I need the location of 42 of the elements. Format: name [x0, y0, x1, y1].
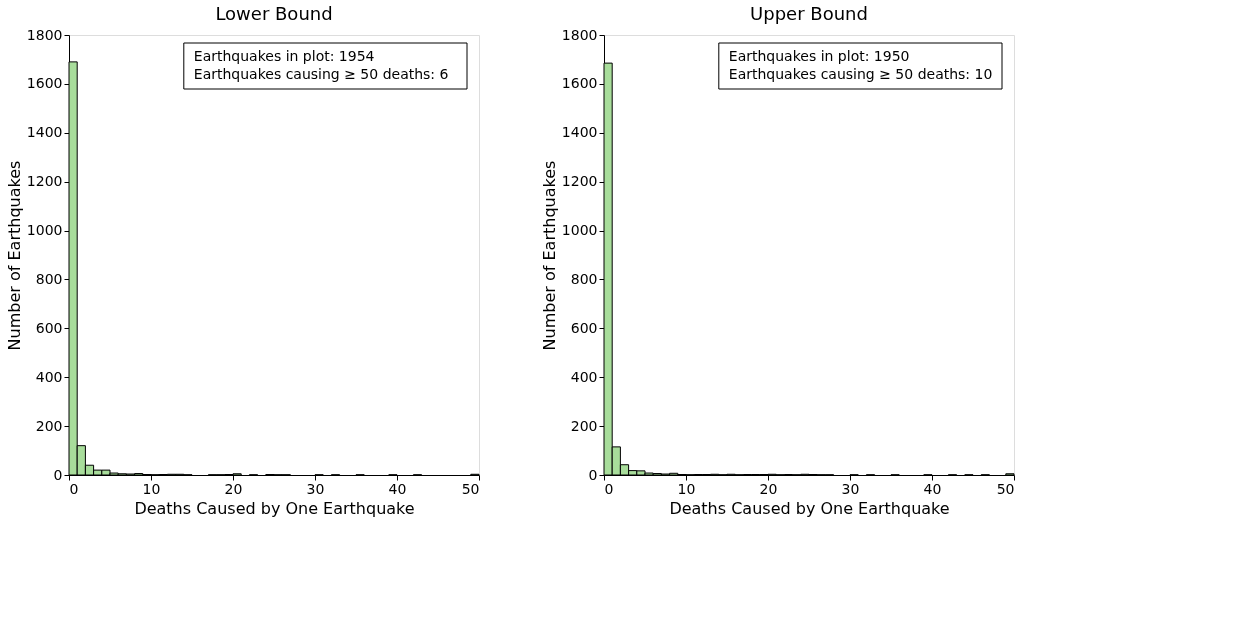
x-axis-title: Deaths Caused by One Earthquake [669, 498, 950, 518]
x-tick-label: 20 [224, 480, 243, 497]
x-tick-label: 0 [69, 480, 79, 497]
y-tick-label: 600 [35, 319, 63, 336]
y-tick-label: 400 [35, 368, 63, 385]
y-tick-label: 800 [35, 270, 63, 287]
x-tick-label: 30 [306, 480, 325, 497]
y-tick-label: 1800 [561, 26, 598, 43]
x-tick-label: 30 [841, 480, 860, 497]
x-tick-label: 20 [759, 480, 778, 497]
y-tick-label: 1400 [26, 124, 63, 141]
y-tick-label: 200 [35, 417, 63, 434]
y-tick-label: 1200 [561, 173, 598, 190]
chart-title: Lower Bound [215, 3, 333, 24]
x-tick-label: 0 [604, 480, 614, 497]
y-tick-label: 1200 [26, 173, 63, 190]
chart-title: Upper Bound [750, 3, 868, 24]
x-tick-label: 10 [142, 480, 161, 497]
y-tick-label: 1600 [26, 75, 63, 92]
x-tick-label: 10 [677, 480, 696, 497]
y-tick-label: 0 [53, 466, 63, 483]
y-tick-label: 600 [570, 319, 598, 336]
y-tick-label: 200 [570, 417, 598, 434]
y-axis-title: Number of Earthquakes [4, 160, 24, 351]
y-tick-label: 1000 [561, 222, 598, 239]
annotation: Earthquakes causing ≥ 50 deaths: 6 [193, 66, 449, 82]
y-tick-label: 1400 [561, 124, 598, 141]
x-tick-label: 40 [388, 480, 407, 497]
y-tick-label: 1800 [26, 26, 63, 43]
y-tick-label: 400 [570, 368, 598, 385]
y-tick-label: 800 [570, 270, 598, 287]
y-tick-label: 0 [588, 466, 598, 483]
x-tick-label: 50 [461, 480, 480, 497]
y-tick-label: 1600 [561, 75, 598, 92]
y-axis-title: Number of Earthquakes [539, 160, 559, 351]
x-tick-label: 50 [996, 480, 1015, 497]
annotation: Earthquakes causing ≥ 50 deaths: 10 [728, 66, 993, 82]
y-tick-label: 1000 [26, 222, 63, 239]
annotation: Earthquakes in plot: 1954 [193, 48, 375, 64]
x-axis-title: Deaths Caused by One Earthquake [134, 498, 415, 518]
x-tick-label: 40 [923, 480, 942, 497]
annotation: Earthquakes in plot: 1950 [728, 48, 910, 64]
